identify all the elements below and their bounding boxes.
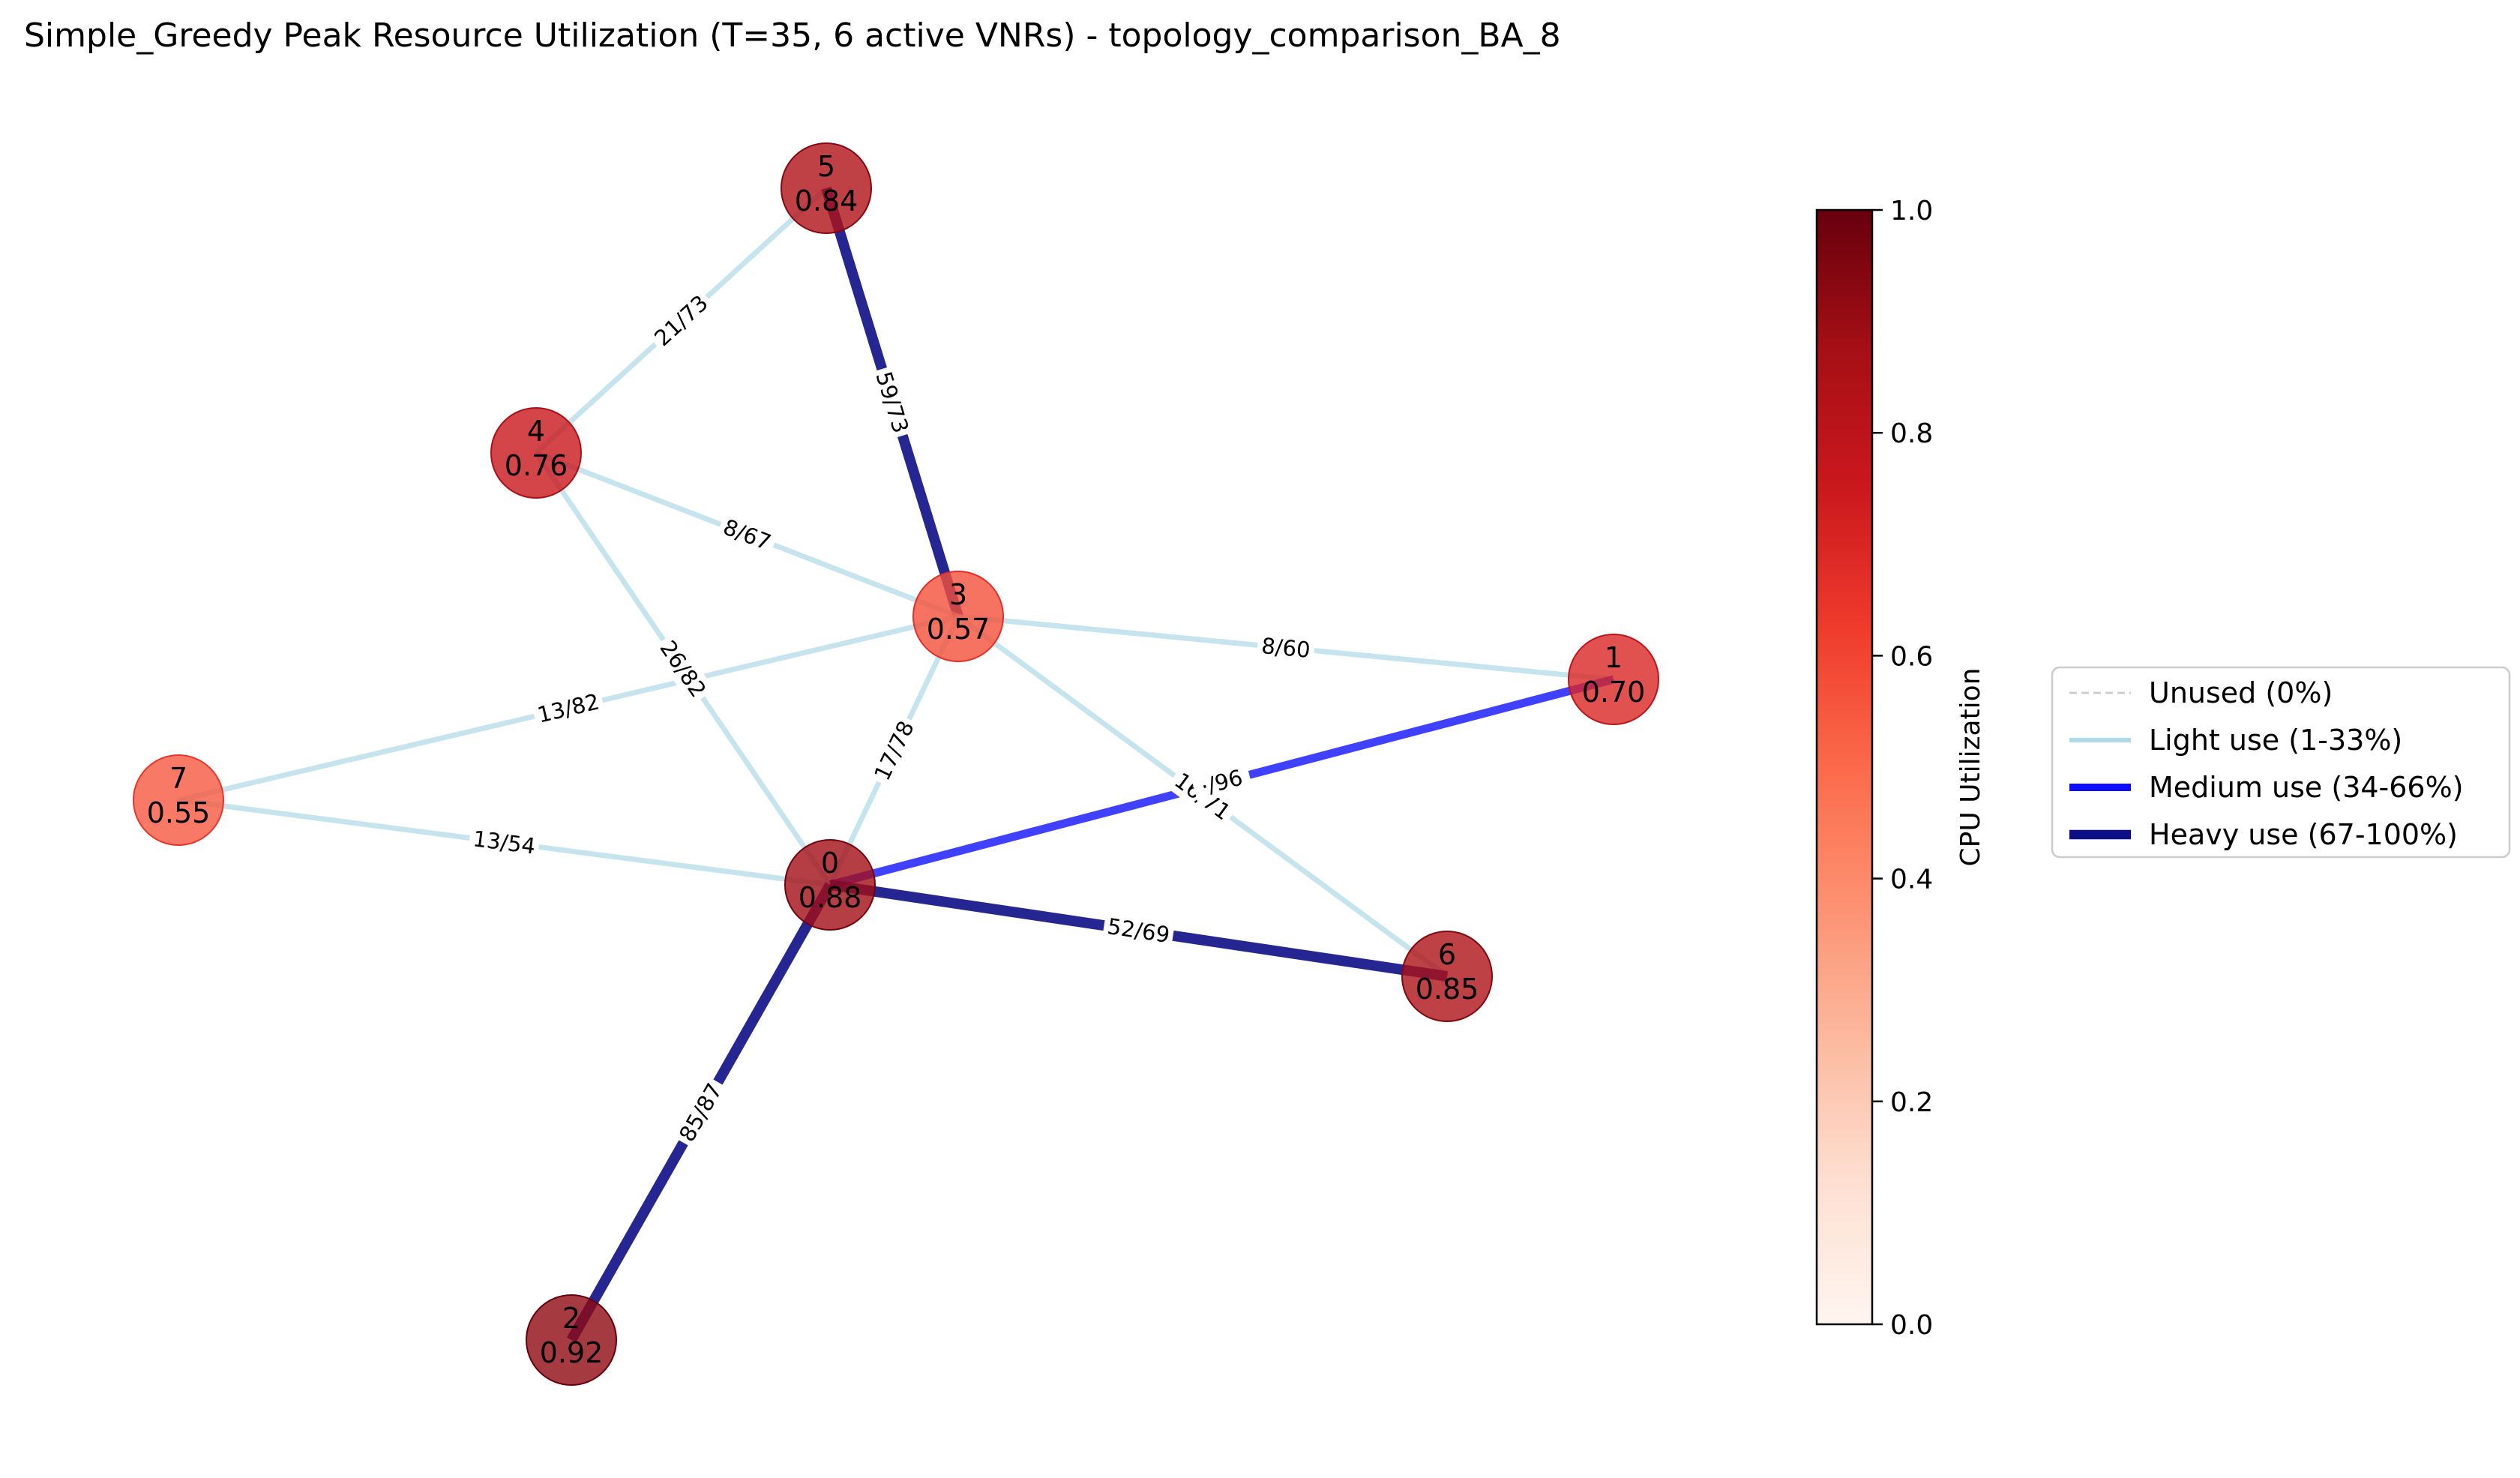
edge-label-background: [646, 286, 717, 355]
node-circle: [784, 839, 876, 931]
edge-label-4-3: 8/67: [715, 511, 779, 559]
node-circle: [490, 407, 582, 499]
edge-label-0-2: 85/87: [671, 1075, 730, 1150]
colorbar-tick-label: 0.2: [1890, 1087, 1933, 1118]
node-id-label: 3: [949, 578, 967, 611]
edge-label-0-6: 52/69: [1101, 911, 1176, 950]
node-id-label: 4: [527, 415, 545, 448]
colorbar-gradient: [1815, 208, 1874, 1326]
node-circle: [526, 1294, 617, 1386]
edge-label-text: ·/96: [1198, 764, 1245, 799]
node-id-label: 5: [817, 150, 835, 183]
colorbar: 0.0 0.2 0.4 0.6 0.8 1.0 CPU Utilization: [1815, 196, 1986, 1341]
edge-label-5-4: 21/73: [646, 286, 717, 355]
legend-label-light: Light use (1-33%): [2149, 724, 2402, 757]
colorbar-tick-label: 0.8: [1890, 418, 1933, 449]
legend-items: Unused (0%) Light use (1-33%) Medium use (…: [2069, 676, 2464, 851]
node-circle: [133, 754, 224, 846]
edge-label-3-1: 8/60: [1256, 631, 1316, 665]
edge-label-background: [467, 823, 541, 862]
colorbar-tick-label: 1.0: [1890, 196, 1933, 226]
edge-label-4-0: 26/82: [652, 631, 715, 706]
node-2: 20.92: [526, 1294, 617, 1386]
colorbar-tick-label: 0.0: [1890, 1310, 1933, 1341]
node-circle: [781, 142, 872, 234]
legend-label-unused: Unused (0%): [2149, 676, 2333, 709]
node-id-label: 7: [169, 762, 187, 795]
node-circle: [912, 571, 1004, 662]
edge-label-0-1: ·/96: [1190, 760, 1254, 804]
legend: Unused (0%) Light use (1-33%) Medium use (…: [2051, 666, 2511, 859]
node-id-label: 0: [821, 847, 839, 880]
edge-label-text: 17/78: [869, 717, 919, 784]
figure-title: Simple_Greedy Peak Resource Utilization …: [24, 16, 1561, 55]
colorbar-label: CPU Utilization: [1955, 667, 1986, 866]
node-0: 00.88: [784, 839, 876, 931]
edge-label-background: [866, 712, 922, 789]
legend-label-medium: Medium use (34-66%): [2149, 771, 2464, 804]
edge-label-background: [531, 686, 606, 730]
node-id-label: 2: [562, 1302, 580, 1335]
edge-label-background: [1256, 631, 1316, 665]
edge-label-background: [715, 511, 779, 559]
edge-label-text: 59/73: [870, 369, 913, 436]
nodes-layer: 00.88 10.70 20.92 30.57 40.76 50.84 60.85 70.55: [133, 142, 1659, 1386]
edge-label-background: [671, 1075, 730, 1150]
colorbar-tick-label: 0.6: [1890, 641, 1933, 672]
edge-labels-layer: 21/7359/738/6726/828/6013/8217/7816/71·/…: [467, 286, 1316, 1150]
node-6: 60.85: [1401, 931, 1493, 1022]
edge-label-3-0: 17/78: [866, 712, 922, 789]
edge-label-3-7: 13/82: [531, 686, 606, 730]
node-5: 50.84: [781, 142, 872, 234]
node-id-label: 1: [1605, 641, 1623, 674]
edge-label-background: [1101, 911, 1176, 950]
edge-label-text: 13/54: [472, 826, 537, 859]
node-util-label: 0.70: [1582, 676, 1646, 709]
edge-label-5-3: 59/73: [868, 364, 916, 440]
node-3: 30.57: [912, 571, 1004, 662]
node-7: 70.55: [133, 754, 224, 846]
edge-label-text: 21/73: [649, 290, 713, 351]
legend-box: [2051, 666, 2511, 859]
node-1: 10.70: [1568, 634, 1659, 725]
node-util-label: 0.92: [540, 1336, 604, 1369]
edge-label-text: 52/69: [1106, 913, 1172, 948]
node-util-label: 0.55: [147, 796, 211, 829]
edge-label-text: 8/60: [1260, 633, 1311, 663]
node-util-label: 0.85: [1416, 973, 1479, 1006]
colorbar-ticks: 0.0 0.2 0.4 0.6 0.8 1.0: [1872, 196, 1933, 1341]
node-id-label: 6: [1438, 938, 1456, 971]
node-util-label: 0.84: [795, 184, 858, 217]
node-util-label: 0.88: [799, 881, 862, 914]
node-util-label: 0.76: [505, 449, 568, 482]
edge-label-background: [652, 631, 715, 706]
legend-label-heavy: Heavy use (67-100%): [2149, 818, 2458, 851]
node-circle: [1568, 634, 1659, 725]
edge-label-background: [1190, 760, 1254, 804]
edge-label-background: [868, 364, 916, 440]
node-util-label: 0.57: [927, 613, 990, 646]
edge-label-text: 85/87: [674, 1079, 727, 1146]
edge-label-7-0: 13/54: [467, 823, 541, 862]
node-circle: [1401, 931, 1493, 1022]
node-4: 40.76: [490, 407, 582, 499]
colorbar-tick-label: 0.4: [1890, 865, 1933, 895]
